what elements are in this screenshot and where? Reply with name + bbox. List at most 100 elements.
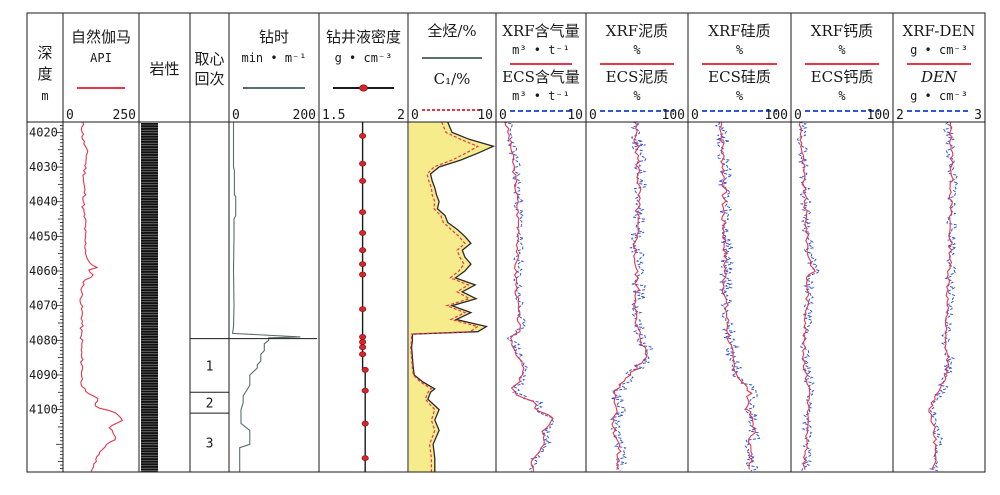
mud-legend-marker <box>359 84 368 92</box>
si-xrf-unit: % <box>736 43 744 57</box>
clay-scale-max: 100 <box>662 108 685 123</box>
fill-layer <box>409 122 494 472</box>
gr-title: 自然伽马 <box>71 28 131 46</box>
mud-density-line <box>361 122 366 472</box>
core-run-label: 2 <box>206 397 214 412</box>
core-run-label: 3 <box>206 437 214 452</box>
mud-density-marker <box>359 344 367 351</box>
rop-title: 钻时 <box>259 28 289 46</box>
rop-scale-min: 0 <box>232 108 240 123</box>
mud-density-marker <box>361 455 369 461</box>
clay-ecs-curve <box>610 121 654 472</box>
mud-density-marker <box>361 420 369 427</box>
den-ecs-title: DEN <box>920 68 958 86</box>
si-ecs-unit: % <box>736 89 744 103</box>
clay-xrf-title: XRF泥质 <box>606 22 668 40</box>
mud-scale-max: 2 <box>397 108 405 123</box>
outer-frame <box>26 12 986 473</box>
depth-tick-label: 4040 <box>29 195 58 209</box>
c1-curve <box>410 121 480 472</box>
mud-density-marker <box>359 306 367 312</box>
curves-layer <box>79 121 960 472</box>
depth-tick-label: 4050 <box>29 229 58 243</box>
mud-unit: g • cm⁻³ <box>335 51 393 65</box>
lithology-column <box>141 123 158 472</box>
clay-ecs-unit: % <box>633 89 641 103</box>
clay-xrf-curve <box>611 121 648 470</box>
c1-title: C₁/% <box>434 70 471 88</box>
lithology-title: 岩性 <box>149 60 179 78</box>
den-scale-max: 3 <box>974 108 982 123</box>
mud-density-marker <box>361 387 369 394</box>
depth-tick-label: 4070 <box>29 299 58 313</box>
si-xrf-title: XRF硅质 <box>708 22 770 40</box>
gas-scale-max: 10 <box>477 108 493 123</box>
den-ecs-unit: g • cm⁻³ <box>910 89 968 103</box>
ca-scale-min: 0 <box>794 108 802 123</box>
gasx-ecs-unit: m³ • t⁻¹ <box>512 89 570 103</box>
den-scale-min: 2 <box>896 108 904 123</box>
rop-unit: min • m⁻¹ <box>241 51 306 65</box>
core-title-2: 回次 <box>194 70 224 88</box>
clay-scale-min: 0 <box>589 108 597 123</box>
rop-scale-max: 200 <box>293 108 316 123</box>
ca-xrf-title: XRF钙质 <box>811 22 873 40</box>
gasx-ecs-title: ECS含气量 <box>502 68 580 86</box>
mud-density-marker <box>359 351 367 358</box>
den-xrf-title: XRF-DEN <box>903 22 976 40</box>
gas-fill-area <box>409 122 494 472</box>
gr-scale-min: 0 <box>66 108 74 123</box>
mud-density-marker <box>359 229 367 236</box>
clay-ecs-title: ECS泥质 <box>606 68 669 86</box>
depth-header-2: 度 <box>37 65 52 83</box>
depth-header-unit: m <box>41 89 48 103</box>
gr-unit: API <box>90 51 112 65</box>
si-ecs-title: ECS硅质 <box>708 68 771 86</box>
den-xrf-unit: g • cm⁻³ <box>910 43 968 57</box>
den-ecs-curve <box>928 121 960 472</box>
gasx-xrf-title: XRF含气量 <box>502 22 579 40</box>
mud-density-marker <box>359 177 367 184</box>
ca-scale-max: 100 <box>867 108 890 123</box>
ca-xrf-unit: % <box>838 43 846 57</box>
gas-scale-min: 0 <box>411 108 419 123</box>
depth-tick-label: 4100 <box>29 403 58 417</box>
frame-grid <box>26 12 986 473</box>
header-text: 1 2 3 4020 4030 4040 4050 4060 4070 4080 4090 4100 深… <box>29 22 982 452</box>
depth-tick-label: 4090 <box>29 368 58 382</box>
mud-density-marker <box>359 333 367 340</box>
mud-density-marker <box>359 261 367 267</box>
core-run-label: 1 <box>206 359 214 374</box>
mud-density-marker <box>359 271 367 278</box>
gasx-scale-min: 0 <box>499 108 507 123</box>
mud-density-marker <box>359 160 367 167</box>
gas-title: 全烃/% <box>427 22 476 40</box>
depth-header-1: 深 <box>37 44 52 62</box>
total-gas-curve <box>410 121 496 472</box>
lithology-strip <box>141 123 158 472</box>
gr-scale-max: 250 <box>113 108 136 123</box>
ca-ecs-title: ECS钙质 <box>811 68 874 86</box>
gr-curve <box>79 121 124 472</box>
mud-scale-min: 1.5 <box>322 108 345 123</box>
gasx-xrf-unit: m³ • t⁻¹ <box>512 43 570 57</box>
si-ecs-curve <box>714 122 761 472</box>
depth-tick-label: 4030 <box>29 160 58 174</box>
si-xrf-curve <box>719 121 756 470</box>
mud-density-marker <box>359 247 367 254</box>
depth-tick-label: 4060 <box>29 264 58 278</box>
depth-tick-label: 4020 <box>29 125 58 139</box>
mud-density-marker <box>359 132 367 139</box>
ca-ecs-unit: % <box>838 89 846 103</box>
rop-curve <box>231 122 301 472</box>
mud-density-marker <box>359 209 367 215</box>
si-scale-min: 0 <box>691 108 699 123</box>
gasx-xrf-curve <box>504 121 554 472</box>
mud-density-marker <box>361 366 369 373</box>
core-title-1: 取心 <box>194 50 224 68</box>
gasx-ecs-curve <box>503 121 554 472</box>
clay-xrf-unit: % <box>633 43 641 57</box>
mud-title: 钻井液密度 <box>326 28 401 46</box>
den-xrf-curve <box>928 121 954 470</box>
